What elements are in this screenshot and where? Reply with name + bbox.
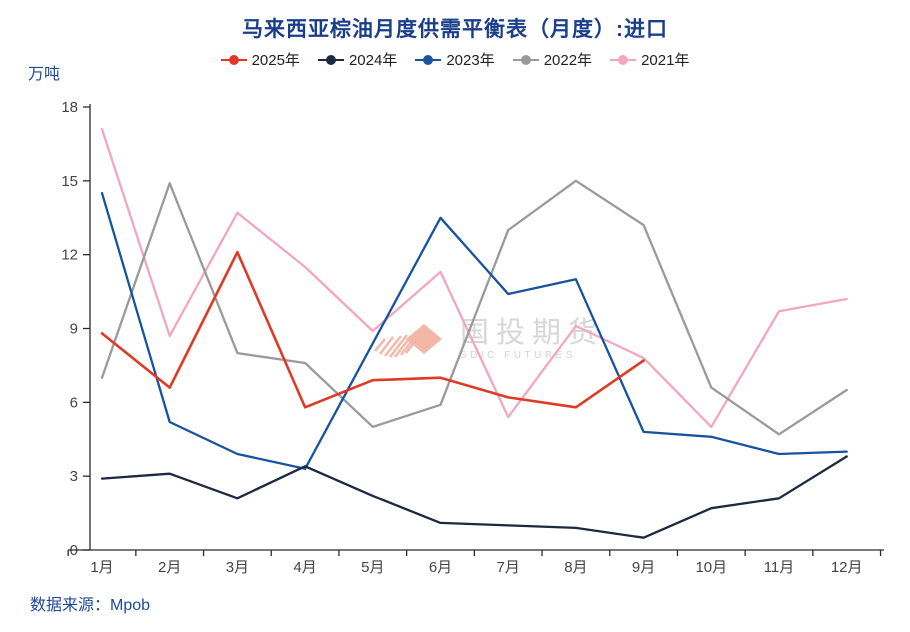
x-axis-tick-label: 11月 bbox=[764, 559, 795, 576]
series-line-2024[interactable] bbox=[100, 455, 848, 539]
legend-label: 2023年 bbox=[446, 52, 495, 69]
x-axis-tick-label: 8月 bbox=[564, 559, 587, 576]
page-title: 马来西亚棕油月度供需平衡表（月度）:进口 bbox=[242, 18, 668, 41]
legend-marker-icon bbox=[220, 54, 247, 65]
legend-item-2022[interactable]: 2022年 bbox=[512, 49, 593, 70]
series-line-2025[interactable] bbox=[100, 250, 645, 409]
legend: 2025年 2024年 2023年 2022年 2021年 bbox=[0, 49, 910, 70]
x-axis-tick-label: 5月 bbox=[361, 559, 384, 576]
watermark-diamond-icon bbox=[406, 324, 442, 354]
watermark-name: 国投期货 bbox=[460, 317, 605, 349]
x-axis-tick-label: 10月 bbox=[695, 559, 727, 576]
x-axis-tick-label: 6月 bbox=[429, 559, 452, 576]
x-axis-tick-label: 3月 bbox=[226, 559, 249, 576]
y-axis-tick-label: 12 bbox=[61, 247, 78, 264]
legend-marker-icon bbox=[512, 54, 539, 65]
x-axis-tick-label: 2月 bbox=[158, 559, 181, 576]
x-axis-tick-label: 7月 bbox=[497, 559, 520, 576]
legend-label: 2025年 bbox=[251, 52, 300, 69]
y-axis-unit-label: 万吨 bbox=[28, 66, 61, 83]
y-axis-tick-label: 15 bbox=[61, 173, 78, 190]
y-axis-tick-label: 18 bbox=[61, 99, 78, 116]
y-axis-tick-label: 3 bbox=[70, 468, 78, 485]
legend-marker-icon bbox=[317, 54, 344, 65]
legend-marker-icon bbox=[610, 54, 637, 65]
watermark-logo-icon bbox=[374, 324, 442, 358]
legend-label: 2024年 bbox=[348, 52, 398, 69]
x-axis-tick-label: 1月 bbox=[90, 559, 113, 576]
legend-item-2024[interactable]: 2024年 bbox=[317, 49, 398, 70]
x-axis-tick-label: 12月 bbox=[831, 559, 863, 576]
x-axis-tick-label: 4月 bbox=[293, 559, 316, 576]
series-line-2021[interactable] bbox=[100, 127, 848, 429]
y-axis-tick-label: 6 bbox=[70, 394, 78, 411]
legend-item-2025[interactable]: 2025年 bbox=[220, 49, 300, 70]
legend-label: 2021年 bbox=[641, 52, 690, 69]
legend-item-2023[interactable]: 2023年 bbox=[415, 49, 495, 70]
watermark: 国投期货 SDIC FUTURES bbox=[372, 318, 604, 362]
watermark-text: 国投期货 SDIC FUTURES bbox=[460, 317, 605, 362]
legend-marker-icon bbox=[415, 54, 442, 65]
series-line-2022[interactable] bbox=[100, 179, 848, 436]
series-line-2023[interactable] bbox=[100, 191, 848, 470]
data-source: 数据来源：Mpob bbox=[30, 597, 151, 614]
watermark-subtitle: SDIC FUTURES bbox=[460, 350, 576, 361]
x-axis-tick-label: 9月 bbox=[632, 559, 655, 576]
y-axis-tick-label: 9 bbox=[70, 321, 78, 338]
legend-label: 2022年 bbox=[543, 52, 593, 69]
legend-item-2021[interactable]: 2021年 bbox=[610, 49, 689, 70]
